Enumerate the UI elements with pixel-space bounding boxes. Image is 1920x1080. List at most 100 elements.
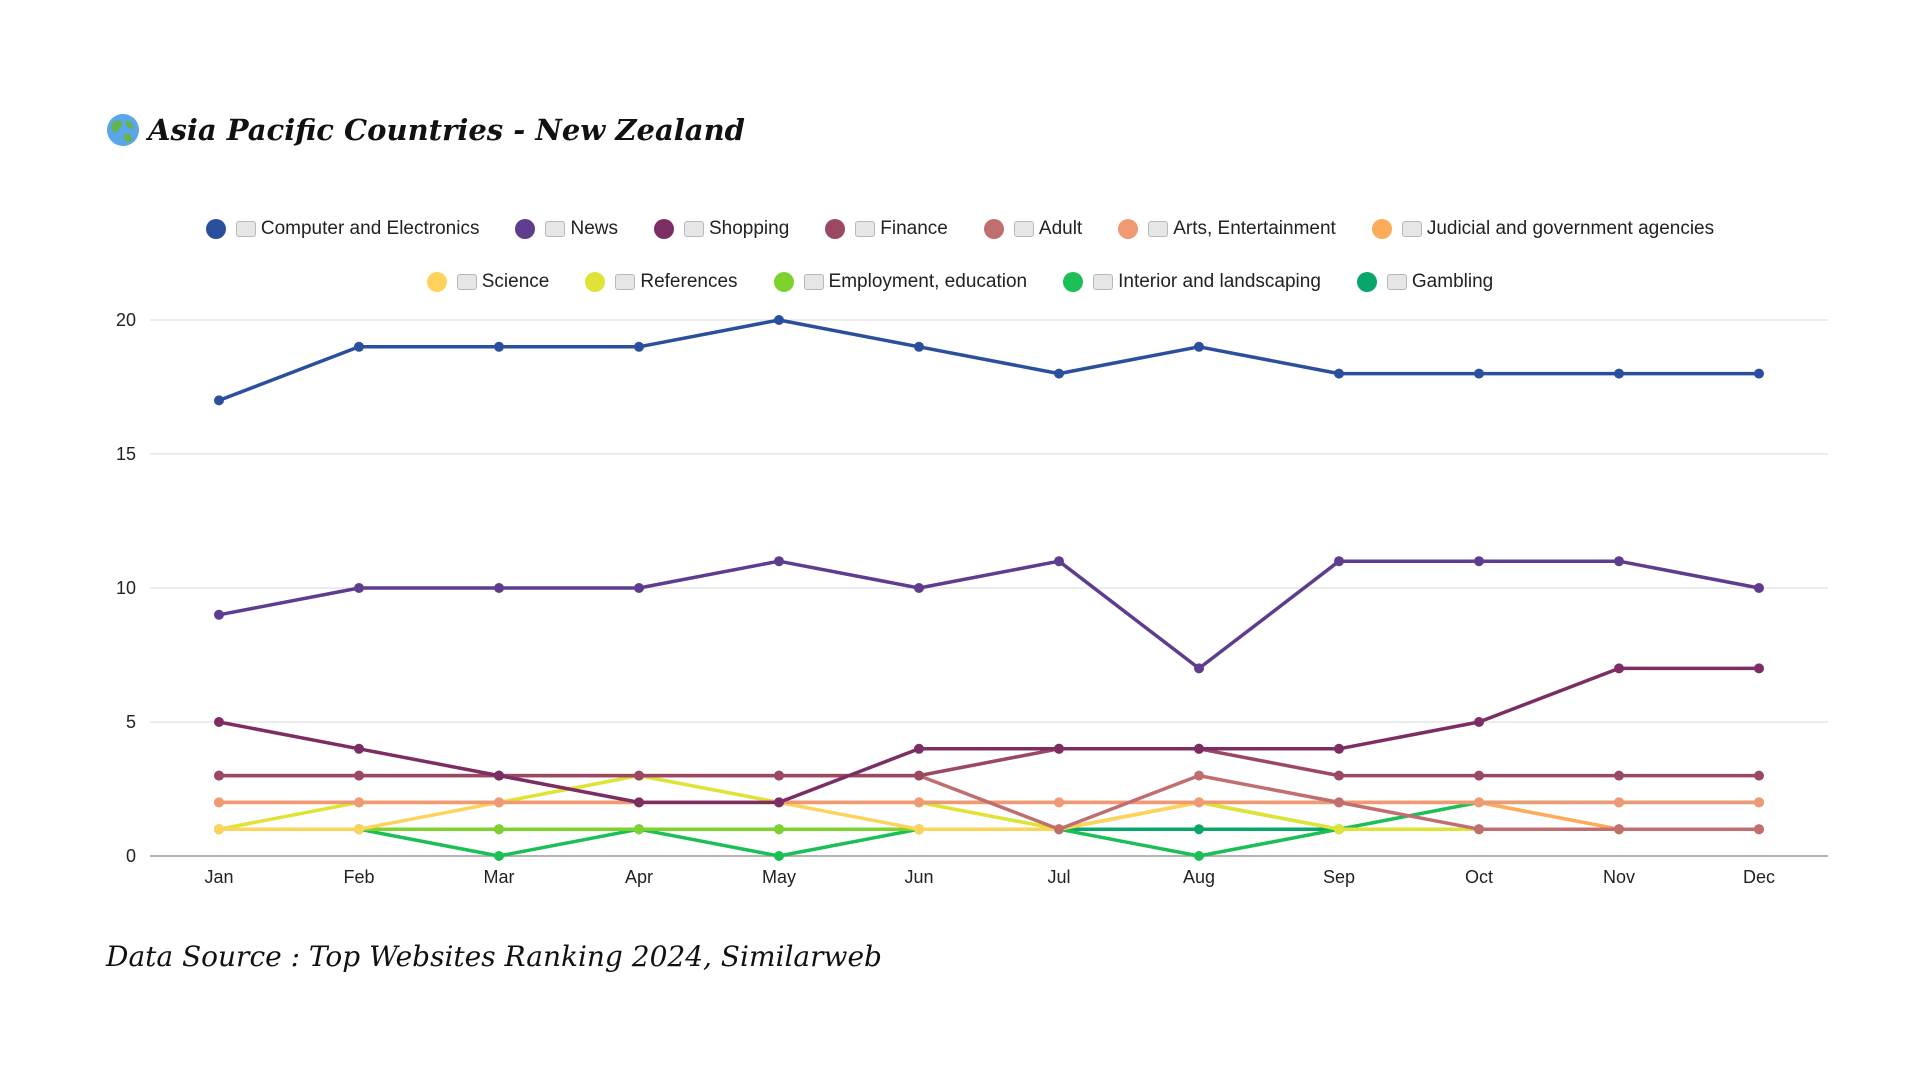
data-point[interactable] xyxy=(354,797,364,808)
legend-item[interactable]: References xyxy=(585,271,738,293)
data-point[interactable] xyxy=(494,851,504,861)
legend-label: Judicial and government agencies xyxy=(1426,218,1715,239)
data-point[interactable] xyxy=(1054,797,1064,808)
briefcase-icon xyxy=(803,274,824,290)
slot-machine-icon xyxy=(1386,274,1407,290)
x-tick-label: Sep xyxy=(1323,867,1355,887)
legend-item[interactable]: Science xyxy=(426,271,549,293)
data-point[interactable] xyxy=(1334,556,1344,567)
data-point[interactable] xyxy=(914,797,924,808)
data-point[interactable] xyxy=(354,743,364,754)
data-point[interactable] xyxy=(634,583,644,593)
adult-only-icon xyxy=(1013,221,1034,237)
globe-icon xyxy=(107,114,139,146)
legend-item[interactable]: Finance xyxy=(825,218,948,240)
data-point[interactable] xyxy=(1054,556,1064,567)
data-point[interactable] xyxy=(214,824,224,835)
data-point[interactable] xyxy=(1614,663,1624,674)
data-point[interactable] xyxy=(1614,770,1624,781)
data-point[interactable] xyxy=(1334,770,1344,781)
data-point[interactable] xyxy=(214,770,224,781)
data-point[interactable] xyxy=(1474,717,1484,727)
data-point[interactable] xyxy=(914,824,924,835)
data-point[interactable] xyxy=(214,609,224,620)
legend-marker xyxy=(426,272,447,292)
data-point[interactable] xyxy=(1334,743,1344,754)
data-point[interactable] xyxy=(914,743,924,754)
legend-item[interactable]: Gambling xyxy=(1356,271,1494,293)
data-point[interactable] xyxy=(634,341,644,352)
data-point[interactable] xyxy=(1194,743,1204,754)
data-point[interactable] xyxy=(1194,797,1204,808)
data-point[interactable] xyxy=(494,341,504,352)
data-point[interactable] xyxy=(1054,743,1064,754)
data-point[interactable] xyxy=(1334,824,1344,835)
data-point[interactable] xyxy=(354,824,364,835)
data-point[interactable] xyxy=(354,770,364,781)
data-point[interactable] xyxy=(1474,556,1484,567)
data-point[interactable] xyxy=(494,824,504,835)
data-point[interactable] xyxy=(1194,824,1204,835)
data-point[interactable] xyxy=(1054,368,1064,379)
data-point[interactable] xyxy=(914,583,924,593)
data-point[interactable] xyxy=(494,770,504,781)
legend-label: Gambling xyxy=(1411,271,1494,292)
grid xyxy=(150,319,1828,857)
data-point[interactable] xyxy=(1614,797,1624,808)
data-point[interactable] xyxy=(774,315,784,325)
data-point[interactable] xyxy=(1054,824,1064,835)
data-point[interactable] xyxy=(1194,851,1204,861)
data-point[interactable] xyxy=(634,770,644,781)
legend-item[interactable]: Computer and Electronics xyxy=(205,218,479,240)
data-point[interactable] xyxy=(634,824,644,835)
legend-item[interactable]: Adult xyxy=(983,218,1082,240)
data-point[interactable] xyxy=(774,797,784,808)
x-tick-label: Oct xyxy=(1465,867,1493,887)
data-point[interactable] xyxy=(1754,368,1764,379)
data-point[interactable] xyxy=(914,770,924,781)
data-point[interactable] xyxy=(774,851,784,861)
data-point[interactable] xyxy=(1194,663,1204,674)
legend-item[interactable]: News xyxy=(515,218,618,240)
legend-item[interactable]: Shopping xyxy=(653,218,789,240)
legend-marker xyxy=(653,219,674,239)
data-point[interactable] xyxy=(1334,797,1344,808)
data-point[interactable] xyxy=(1614,824,1624,835)
data-point[interactable] xyxy=(774,556,784,567)
cart-icon xyxy=(683,221,704,237)
data-point[interactable] xyxy=(494,797,504,808)
data-point[interactable] xyxy=(494,583,504,593)
data-point[interactable] xyxy=(1474,368,1484,379)
data-point[interactable] xyxy=(774,770,784,781)
legend-item[interactable]: Judicial and government agencies xyxy=(1371,218,1715,240)
data-point[interactable] xyxy=(1194,770,1204,781)
laptop-icon xyxy=(235,221,256,237)
data-point[interactable] xyxy=(354,583,364,593)
data-point[interactable] xyxy=(214,717,224,727)
legend-item[interactable]: Arts, Entertainment xyxy=(1118,218,1336,240)
data-point[interactable] xyxy=(1754,824,1764,835)
data-point[interactable] xyxy=(1194,341,1204,352)
series-line xyxy=(217,318,1761,403)
series-news xyxy=(214,556,1764,674)
data-point[interactable] xyxy=(1474,824,1484,835)
legend-item[interactable]: Interior and landscaping xyxy=(1063,271,1321,293)
data-point[interactable] xyxy=(1754,770,1764,781)
data-point[interactable] xyxy=(1474,797,1484,808)
data-point[interactable] xyxy=(1754,663,1764,674)
data-point[interactable] xyxy=(1474,770,1484,781)
legend-marker xyxy=(585,272,606,292)
data-point[interactable] xyxy=(354,341,364,352)
y-tick-label: 15 xyxy=(116,444,136,464)
data-point[interactable] xyxy=(1754,583,1764,593)
data-point[interactable] xyxy=(914,341,924,352)
data-point[interactable] xyxy=(1754,797,1764,808)
data-point[interactable] xyxy=(1614,556,1624,567)
data-point[interactable] xyxy=(1334,368,1344,379)
data-point[interactable] xyxy=(1614,368,1624,379)
legend-item[interactable]: Employment, education xyxy=(773,271,1027,293)
data-point[interactable] xyxy=(214,395,224,406)
data-point[interactable] xyxy=(634,797,644,808)
data-point[interactable] xyxy=(214,797,224,808)
data-point[interactable] xyxy=(774,824,784,835)
